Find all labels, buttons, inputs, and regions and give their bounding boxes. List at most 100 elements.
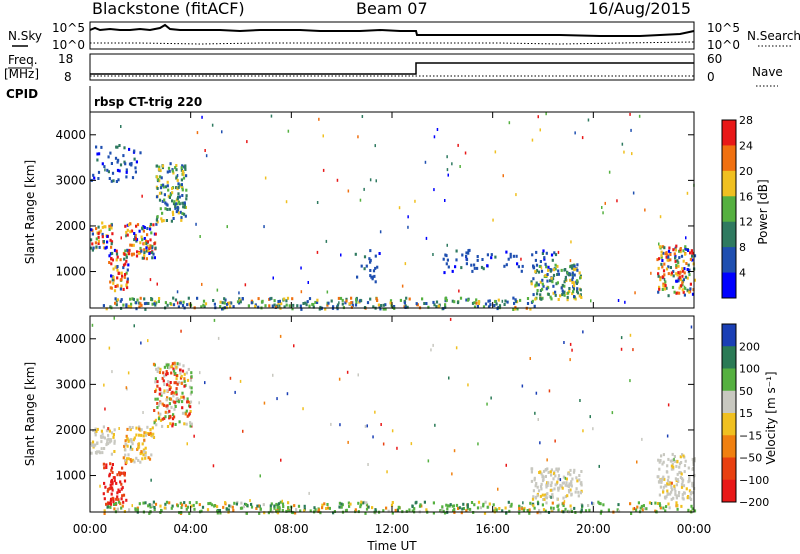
- echo-cell: [285, 509, 288, 513]
- echo-cell: [125, 498, 128, 502]
- echo-cell: [423, 500, 426, 504]
- echo-cell: [600, 509, 603, 513]
- echo-cell: [539, 485, 543, 489]
- echo-cell: [461, 507, 464, 511]
- echo-cell: [566, 298, 569, 302]
- echo-cell: [659, 504, 662, 508]
- echo-cell: [140, 249, 143, 253]
- echo-cell: [590, 299, 592, 303]
- echo-cell: [677, 261, 680, 265]
- echo-cell: [93, 176, 96, 180]
- echo-cell: [97, 170, 101, 174]
- echo-cell: [104, 485, 107, 489]
- echo-cell: [189, 410, 192, 413]
- echo-cell: [174, 403, 177, 407]
- echo-cell: [175, 397, 178, 401]
- echo-cell: [544, 475, 547, 478]
- echo-cell: [119, 299, 122, 303]
- echo-cell: [101, 221, 104, 225]
- echo-cell: [476, 258, 479, 262]
- echo-cell: [173, 400, 176, 404]
- echo-cell: [144, 451, 147, 455]
- echo-cell: [149, 227, 152, 231]
- echo-cell: [308, 297, 312, 301]
- echo-cell: [408, 508, 411, 512]
- echo-cell: [143, 242, 146, 246]
- echo-cell: [139, 452, 142, 456]
- echo-cell: [336, 178, 339, 182]
- echo-cell: [670, 273, 673, 277]
- echo-cell: [174, 298, 178, 302]
- echo-cell: [435, 300, 439, 304]
- echo-cell: [441, 507, 444, 511]
- echo-cell: [588, 508, 591, 512]
- echo-cell: [503, 264, 506, 268]
- echo-cell: [549, 295, 552, 299]
- echo-cell: [671, 481, 673, 485]
- echo-cell: [632, 348, 634, 352]
- echo-cell: [482, 504, 485, 508]
- echo-cell: [142, 225, 145, 229]
- echo-cell: [693, 459, 696, 463]
- echo-cell: [159, 412, 162, 416]
- echo-cell: [556, 264, 559, 268]
- echo-cell: [238, 297, 241, 301]
- echo-cell: [576, 291, 579, 295]
- echo-cell: [158, 387, 161, 391]
- echo-cell: [116, 491, 119, 495]
- echo-cell: [146, 233, 149, 237]
- echo-cell: [185, 371, 188, 375]
- echo-cell: [535, 281, 538, 285]
- echo-cell: [157, 366, 160, 370]
- echo-cell: [162, 185, 165, 189]
- echo-cell: [174, 405, 177, 408]
- echo-cell: [536, 511, 539, 515]
- echo-cell: [228, 504, 231, 508]
- echo-cell: [159, 207, 162, 211]
- echo-cell: [529, 307, 532, 311]
- echo-cell: [116, 298, 119, 302]
- echo-cell: [201, 115, 203, 119]
- echo-cell: [109, 280, 112, 284]
- echo-cell: [564, 275, 567, 279]
- echo-cell: [473, 503, 476, 507]
- echo-cell: [198, 401, 200, 405]
- echo-cell: [246, 140, 248, 144]
- echo-cell: [159, 504, 162, 508]
- echo-cell: [108, 224, 111, 228]
- echo-cell: [108, 440, 111, 444]
- echo-cell: [236, 500, 239, 504]
- echo-cell: [171, 362, 174, 366]
- echo-cell: [629, 112, 631, 116]
- echo-cell: [188, 412, 191, 416]
- echo-cell: [174, 202, 177, 206]
- nsearch-tick-bottom: 10^0: [707, 38, 740, 52]
- echo-cell: [545, 496, 548, 500]
- echo-cell: [616, 508, 619, 512]
- echo-cell: [186, 442, 188, 446]
- echo-cell: [172, 213, 175, 217]
- echo-cell: [369, 178, 372, 182]
- echo-cell: [677, 480, 680, 483]
- echo-cell: [521, 384, 524, 388]
- echo-cell: [533, 506, 536, 510]
- echo-cell: [91, 242, 94, 246]
- echo-cell: [433, 303, 436, 307]
- echo-cell: [134, 237, 137, 241]
- echo-cell: [221, 307, 224, 311]
- echo-cell: [554, 267, 557, 271]
- echo-cell: [575, 476, 578, 480]
- echo-cell: [185, 188, 188, 192]
- echo-cell: [114, 285, 117, 288]
- echo-cell: [150, 433, 153, 437]
- echo-cell: [109, 151, 112, 155]
- echo-cell: [379, 307, 382, 311]
- echo-cell: [480, 265, 484, 269]
- echo-cell: [572, 470, 576, 474]
- echo-cell: [427, 459, 430, 463]
- colorbar-tick-label: 15: [739, 407, 753, 420]
- echo-cell: [572, 287, 575, 291]
- echo-cell: [155, 218, 158, 222]
- echo-cell: [575, 267, 578, 271]
- echo-cell: [115, 303, 118, 307]
